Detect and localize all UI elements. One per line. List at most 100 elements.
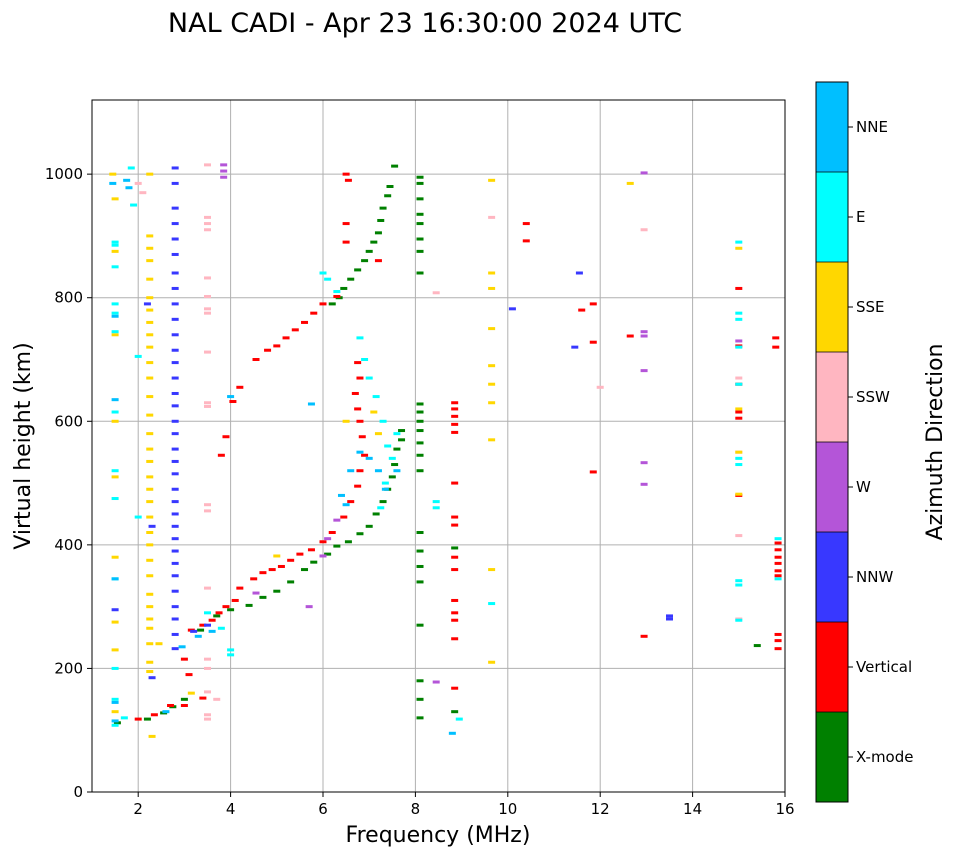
echo-point-sse [146, 592, 154, 596]
echo-point-e [111, 666, 119, 670]
colorbar-tick-label: SSE [856, 298, 885, 316]
echo-point-x-mode [113, 721, 121, 725]
colorbar-swatch-e [816, 172, 848, 262]
echo-point-nnw [171, 166, 179, 170]
echo-point-vertical [199, 623, 207, 627]
echo-point-x-mode [333, 544, 341, 548]
echo-point-e [134, 515, 142, 519]
echo-point-ssw [204, 350, 211, 354]
echo-point-vertical [264, 348, 272, 352]
echo-point-sse [146, 487, 154, 491]
echo-point-nnw [171, 589, 179, 593]
echo-point-nne [227, 395, 235, 399]
echo-point-vertical [307, 548, 315, 552]
echo-point-sse [146, 308, 154, 312]
y-tick-label: 600 [54, 412, 83, 430]
echo-point-nne [381, 487, 389, 491]
echo-point-e [384, 444, 392, 448]
echo-point-vertical [589, 302, 597, 306]
echo-point-sse [488, 327, 496, 331]
echo-point-vertical [774, 548, 782, 552]
echo-point-nne [162, 710, 170, 714]
colorbar-swatch-x-mode [816, 712, 848, 802]
echo-point-vertical [319, 302, 327, 306]
echo-point-e [111, 469, 119, 473]
y-tick-label: 800 [54, 289, 83, 307]
echo-point-vertical [451, 686, 459, 690]
echo-point-e [735, 382, 743, 386]
echo-point-w [640, 334, 648, 338]
echo-point-x-mode [361, 259, 369, 263]
x-axis-label: Frequency (MHz) [346, 823, 531, 848]
echo-point-x-mode [416, 716, 424, 720]
echo-point-nnw [171, 537, 179, 541]
echo-point-ssw [204, 311, 211, 315]
echo-point-sse [488, 364, 496, 368]
echo-point-nnw [171, 419, 179, 423]
echo-point-e [455, 717, 463, 721]
plot-frame [91, 99, 786, 793]
x-tick-label: 12 [591, 800, 610, 818]
echo-point-sse [146, 459, 154, 463]
echo-point-e [735, 311, 743, 315]
echo-point-ssw [204, 586, 211, 590]
echo-point-e [388, 456, 396, 460]
echo-point-sse [146, 558, 154, 562]
echo-point-sse [111, 197, 119, 201]
echo-point-nnw [171, 222, 179, 226]
echo-point-ssw [640, 228, 648, 232]
echo-point-nnw [171, 472, 179, 476]
echo-point-e [120, 716, 128, 720]
echo-point-vertical [351, 391, 359, 395]
echo-point-sse [109, 172, 117, 176]
echo-point-vertical [199, 696, 207, 700]
colorbar-tick-label: NNW [856, 568, 893, 586]
echo-point-sse [146, 320, 154, 324]
echo-point-sse [146, 574, 154, 578]
echo-point-sse [146, 395, 154, 399]
colorbar-swatch-sse [816, 262, 848, 352]
echo-point-x-mode [416, 181, 424, 185]
echo-point-vertical [340, 515, 348, 519]
echo-point-nnw [171, 252, 179, 256]
echo-point-vertical [208, 618, 216, 622]
echo-point-nnw [171, 512, 179, 516]
echo-point-vertical [451, 401, 459, 405]
echo-point-vertical [259, 571, 267, 575]
echo-point-w [305, 605, 313, 609]
echo-point-vertical [774, 561, 782, 565]
colorbar-frame [815, 81, 849, 803]
x-tick-label: 2 [133, 800, 143, 818]
echo-point-x-mode [324, 552, 332, 556]
echo-point-x-mode [384, 194, 392, 198]
echo-point-sse [146, 172, 154, 176]
echo-point-x-mode [416, 410, 424, 414]
echo-point-w [319, 554, 327, 558]
echo-point-x-mode [416, 249, 424, 253]
echo-point-x-mode [451, 546, 459, 550]
echo-point-e [111, 243, 119, 247]
echo-point-nnw [171, 391, 179, 395]
echo-point-ssw [204, 276, 211, 280]
echo-point-x-mode [347, 277, 355, 281]
colorbar-swatch-nnw [816, 532, 848, 622]
echo-point-e [774, 577, 782, 581]
echo-point-sse [146, 277, 154, 281]
echo-point-e [735, 618, 743, 622]
colorbar-swatch-nne [816, 82, 848, 172]
echo-point-vertical [774, 555, 782, 559]
echo-point-vertical [301, 320, 309, 324]
echo-point-nnw [171, 500, 179, 504]
echo-point-x-mode [377, 218, 385, 222]
echo-point-vertical [217, 453, 225, 457]
echo-point-x-mode [259, 595, 267, 599]
echo-point-x-mode [143, 717, 151, 721]
echo-point-vertical [774, 574, 782, 578]
echo-point-sse [148, 734, 156, 738]
echo-point-e [111, 330, 119, 334]
echo-point-vertical [354, 361, 362, 365]
echo-point-x-mode [416, 549, 424, 553]
echo-point-x-mode [451, 710, 459, 714]
echo-point-e [227, 653, 235, 657]
echo-point-e [134, 354, 142, 358]
